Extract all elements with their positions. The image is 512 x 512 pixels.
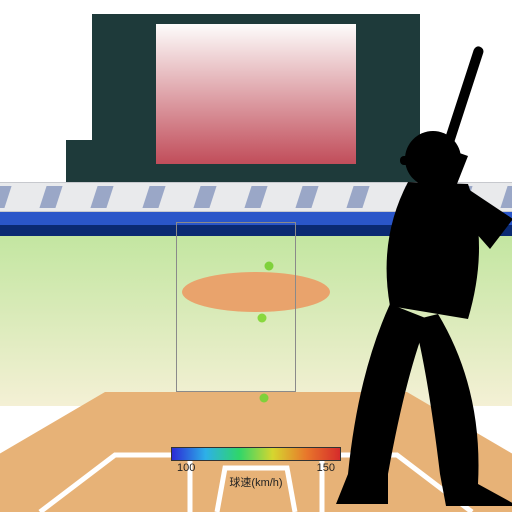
legend-tick-max: 150 bbox=[317, 462, 335, 474]
speed-legend: 100 150 球速(km/h) bbox=[171, 447, 341, 490]
batter-silhouette bbox=[0, 0, 512, 512]
pitch-location-chart: 100 150 球速(km/h) bbox=[0, 0, 512, 512]
legend-ticks: 100 150 bbox=[171, 462, 341, 474]
legend-label: 球速(km/h) bbox=[171, 474, 341, 490]
legend-gradient-bar bbox=[171, 447, 341, 461]
legend-tick-min: 100 bbox=[177, 462, 195, 474]
